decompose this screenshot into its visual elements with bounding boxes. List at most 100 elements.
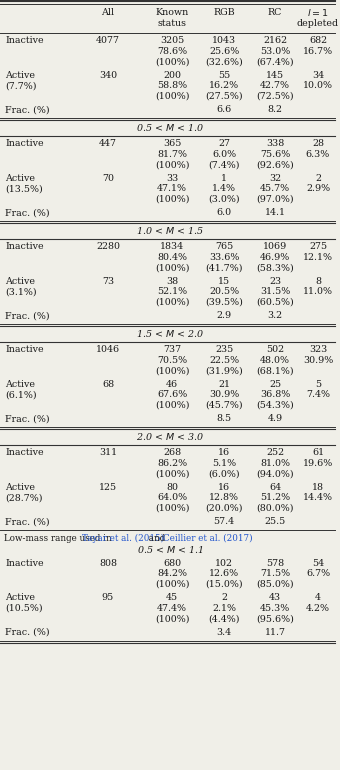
Text: 252: 252 [266, 448, 284, 457]
Text: (100%): (100%) [155, 57, 189, 66]
Text: 80.4%: 80.4% [157, 253, 187, 262]
Text: 502: 502 [266, 345, 284, 354]
Text: 8.5: 8.5 [217, 414, 232, 424]
Text: Known: Known [155, 8, 189, 17]
Text: 3.2: 3.2 [268, 311, 283, 320]
Text: (7.7%): (7.7%) [5, 82, 36, 90]
Text: 4.2%: 4.2% [306, 604, 330, 613]
Text: 2162: 2162 [263, 36, 287, 45]
Text: 16.2%: 16.2% [209, 82, 239, 90]
Text: 12.1%: 12.1% [303, 253, 333, 262]
Text: 75.6%: 75.6% [260, 149, 290, 159]
Text: 2.1%: 2.1% [212, 604, 236, 613]
Text: (100%): (100%) [155, 195, 189, 204]
Text: 102: 102 [215, 559, 233, 567]
Text: Inactive: Inactive [5, 139, 44, 149]
Text: 6.6: 6.6 [216, 105, 232, 114]
Text: 1043: 1043 [212, 36, 236, 45]
Text: All: All [101, 8, 115, 17]
Text: Frac. (%): Frac. (%) [5, 628, 50, 637]
Text: 34: 34 [312, 71, 324, 80]
Text: (100%): (100%) [155, 263, 189, 273]
Text: 55: 55 [218, 71, 230, 80]
Text: Inactive: Inactive [5, 36, 44, 45]
Text: Tayar et al. (2015): Tayar et al. (2015) [82, 534, 164, 543]
Text: (15.0%): (15.0%) [205, 580, 243, 589]
Text: 2.9: 2.9 [217, 311, 232, 320]
Text: 365: 365 [163, 139, 181, 149]
Text: 2: 2 [221, 593, 227, 602]
Text: (13.5%): (13.5%) [5, 184, 43, 193]
Text: 47.1%: 47.1% [157, 184, 187, 193]
Text: Inactive: Inactive [5, 345, 44, 354]
Text: 30.9%: 30.9% [209, 390, 239, 400]
Text: 95: 95 [102, 593, 114, 602]
Text: 16: 16 [218, 448, 230, 457]
Text: 1.0 < $M$ < 1.5: 1.0 < $M$ < 1.5 [136, 226, 204, 236]
Text: 45: 45 [166, 593, 178, 602]
Text: (20.0%): (20.0%) [205, 504, 243, 513]
Text: 23: 23 [269, 276, 281, 286]
Text: (100%): (100%) [155, 367, 189, 375]
Text: (95.6%): (95.6%) [256, 614, 294, 623]
Text: Inactive: Inactive [5, 448, 44, 457]
Text: 0.5 < $M$ < 1.0: 0.5 < $M$ < 1.0 [136, 122, 204, 133]
Text: 268: 268 [163, 448, 181, 457]
Text: 682: 682 [309, 36, 327, 45]
Text: 3.4: 3.4 [217, 628, 232, 637]
Text: (10.5%): (10.5%) [5, 604, 42, 613]
Text: 81.7%: 81.7% [157, 149, 187, 159]
Text: (100%): (100%) [155, 160, 189, 169]
Text: status: status [157, 18, 187, 28]
Text: 45.3%: 45.3% [260, 604, 290, 613]
Text: 4.9: 4.9 [268, 414, 283, 424]
Text: 61: 61 [312, 448, 324, 457]
Text: 81.0%: 81.0% [260, 459, 290, 467]
Text: 680: 680 [163, 559, 181, 567]
Text: Inactive: Inactive [5, 559, 44, 567]
Text: 5.1%: 5.1% [212, 459, 236, 467]
Text: (45.7%): (45.7%) [205, 400, 243, 410]
Text: Frac. (%): Frac. (%) [5, 517, 50, 526]
Text: 2280: 2280 [96, 243, 120, 251]
Text: 38: 38 [166, 276, 178, 286]
Text: 125: 125 [99, 483, 117, 492]
Text: RGB: RGB [213, 8, 235, 17]
Text: 14.4%: 14.4% [303, 494, 333, 502]
Text: 340: 340 [99, 71, 117, 80]
Text: 20.5%: 20.5% [209, 287, 239, 296]
Text: 737: 737 [163, 345, 181, 354]
Text: 10.0%: 10.0% [303, 82, 333, 90]
Text: 22.5%: 22.5% [209, 356, 239, 365]
Text: 71.5%: 71.5% [260, 569, 290, 578]
Text: (31.9%): (31.9%) [205, 367, 243, 375]
Text: 27: 27 [218, 139, 230, 149]
Text: Active: Active [5, 380, 35, 389]
Text: 86.2%: 86.2% [157, 459, 187, 467]
Text: 54: 54 [312, 559, 324, 567]
Text: 80: 80 [166, 483, 178, 492]
Text: (6.0%): (6.0%) [208, 469, 240, 478]
Text: 19.6%: 19.6% [303, 459, 333, 467]
Text: 46: 46 [166, 380, 178, 389]
Text: 25.6%: 25.6% [209, 47, 239, 55]
Text: (100%): (100%) [155, 504, 189, 513]
Text: (39.5%): (39.5%) [205, 298, 243, 306]
Text: 30.9%: 30.9% [303, 356, 333, 365]
Text: (97.0%): (97.0%) [256, 195, 294, 204]
Text: 70.5%: 70.5% [157, 356, 187, 365]
Text: 16.7%: 16.7% [303, 47, 333, 55]
Text: and: and [146, 534, 168, 543]
Text: Active: Active [5, 71, 35, 80]
Text: 8: 8 [315, 276, 321, 286]
Text: (68.1%): (68.1%) [256, 367, 294, 375]
Text: Frac. (%): Frac. (%) [5, 311, 50, 320]
Text: 1069: 1069 [263, 243, 287, 251]
Text: (60.5%): (60.5%) [256, 298, 294, 306]
Text: 25: 25 [269, 380, 281, 389]
Text: 73: 73 [102, 276, 114, 286]
Text: 6.3%: 6.3% [306, 149, 330, 159]
Text: 25.5: 25.5 [265, 517, 286, 526]
Text: 323: 323 [309, 345, 327, 354]
Text: 1834: 1834 [160, 243, 184, 251]
